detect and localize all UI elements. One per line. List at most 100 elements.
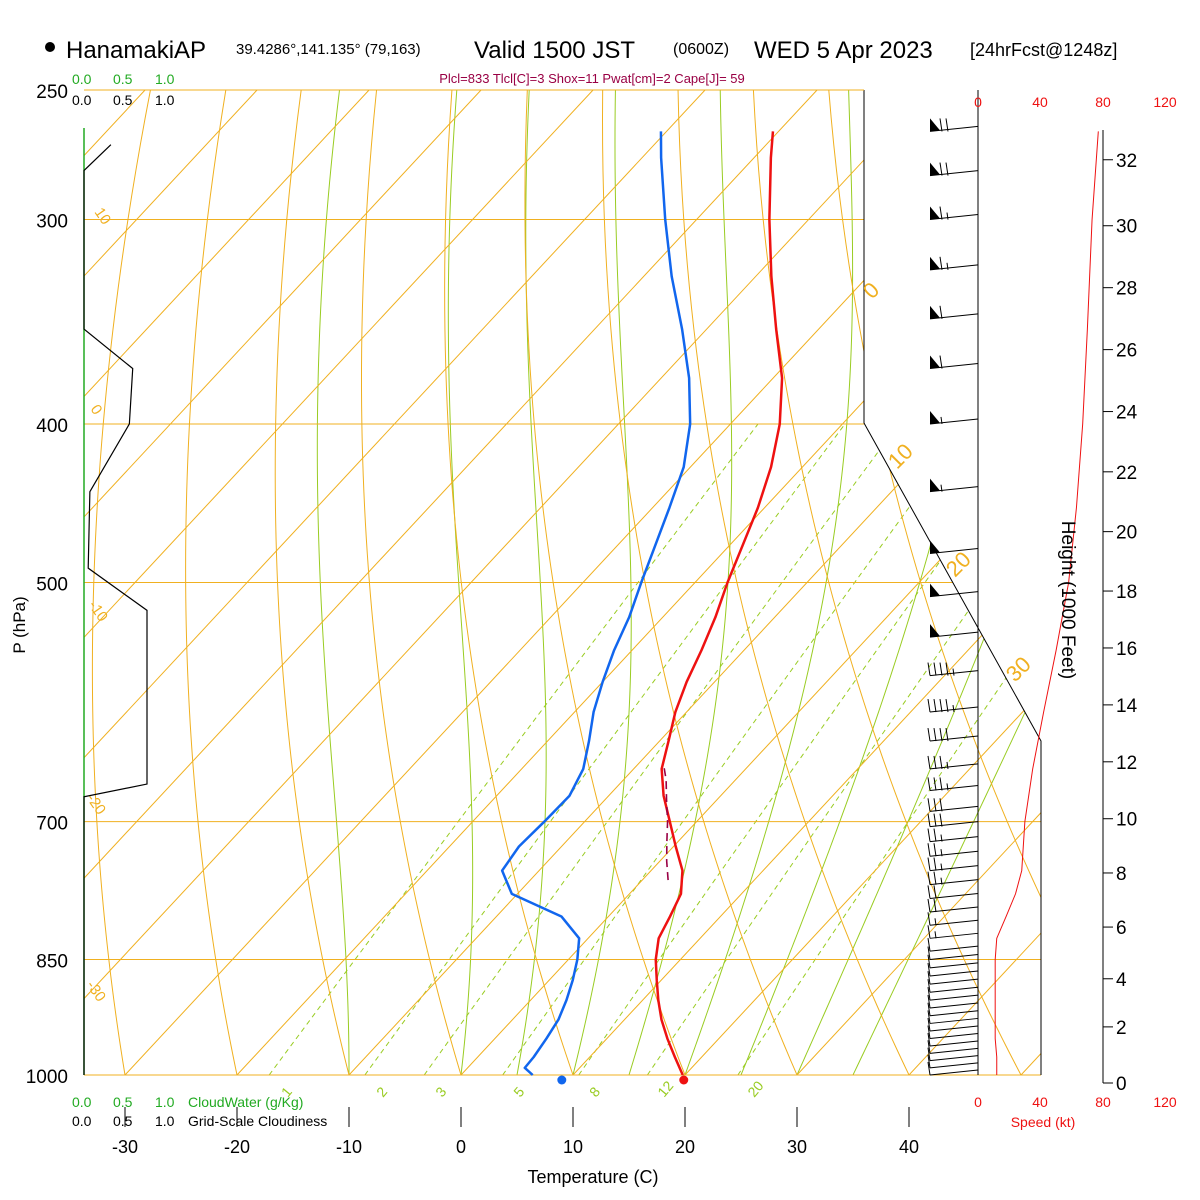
wind-barb bbox=[927, 954, 979, 969]
sounding-profiles bbox=[500, 131, 784, 1085]
x-tick-label: 40 bbox=[899, 1137, 919, 1157]
wind-barb bbox=[927, 962, 979, 977]
dry-adiabat-line bbox=[274, 90, 350, 1075]
wind-barb bbox=[927, 698, 979, 713]
wind-barb-full bbox=[927, 662, 931, 676]
wind-barb-shaft bbox=[929, 821, 979, 828]
moist-adiabat-line bbox=[852, 90, 1041, 1075]
wind-barb-shaft bbox=[929, 1002, 979, 1009]
wind-barb-full bbox=[939, 777, 943, 791]
mixing-ratio-line bbox=[423, 423, 900, 1075]
wind-barb-full bbox=[927, 755, 931, 769]
moist-adiabat-line bbox=[316, 90, 350, 1075]
wind-barb-full bbox=[933, 828, 937, 842]
wind-barb-full bbox=[945, 698, 949, 713]
wind-barb-full bbox=[927, 698, 931, 713]
wind-speed-tick-top: 80 bbox=[1095, 94, 1111, 110]
wind-barb-shaft bbox=[929, 879, 979, 886]
mixing-ratio-line bbox=[737, 423, 1041, 1075]
moist-adiabat-line bbox=[572, 90, 632, 1075]
cloudiness-line bbox=[83, 144, 148, 1075]
wind-barb-full bbox=[939, 256, 943, 270]
height-tick-label: 32 bbox=[1116, 151, 1137, 172]
wind-barb-half bbox=[946, 212, 949, 220]
wind-barb-full bbox=[927, 1032, 931, 1047]
wind-barb bbox=[927, 871, 979, 886]
isotherm-line bbox=[84, 90, 370, 1075]
wind-barb bbox=[929, 256, 979, 271]
wind-barb-shaft bbox=[929, 970, 979, 977]
wind-barb-full bbox=[927, 979, 931, 993]
wind-barb-full bbox=[927, 1002, 931, 1016]
isotherm-line bbox=[684, 90, 1041, 1075]
wind-barb bbox=[927, 1054, 979, 1069]
height-tick-label: 28 bbox=[1116, 279, 1137, 300]
wind-barb-shaft bbox=[929, 1033, 979, 1040]
x-axis-label: Temperature (C) bbox=[527, 1167, 658, 1187]
wind-barb-full bbox=[927, 1017, 931, 1032]
dewpoint-line bbox=[500, 131, 692, 1076]
height-tick-label: 16 bbox=[1116, 639, 1137, 660]
utc-time: (0600Z) bbox=[673, 41, 729, 58]
station-marker-icon bbox=[45, 42, 55, 52]
cloudwater-tick-top: 0.0 bbox=[72, 71, 92, 87]
wind-barb-full bbox=[927, 994, 931, 1009]
wind-barb-pennant bbox=[930, 478, 940, 492]
cloudwater-tick-bottom: 0.0 bbox=[72, 1094, 92, 1110]
wind-barb-full bbox=[927, 813, 931, 827]
dry-adiabat-line bbox=[185, 90, 238, 1075]
wind-barb-pennant bbox=[930, 624, 940, 638]
station-coords: 39.4286°,141.135° (79,163) bbox=[236, 41, 421, 58]
wind-barb bbox=[927, 727, 979, 742]
valid-date: WED 5 Apr 2023 bbox=[754, 37, 933, 64]
wind-barb-full bbox=[927, 1054, 931, 1068]
wind-barb bbox=[927, 857, 979, 872]
wind-barb-half bbox=[934, 931, 937, 939]
x-tick-label: -20 bbox=[224, 1137, 250, 1157]
cloudiness-axis-label: Grid-Scale Cloudiness bbox=[188, 1113, 327, 1129]
wind-barb-shaft bbox=[929, 865, 979, 872]
wind-barb-half bbox=[934, 918, 937, 926]
wind-barb-shaft bbox=[929, 1025, 979, 1032]
wind-speed-axis-label: Speed (kt) bbox=[1011, 1114, 1076, 1130]
height-tick-label: 10 bbox=[1116, 810, 1137, 831]
wind-barb-shaft bbox=[929, 1010, 979, 1017]
wind-barb-full bbox=[927, 885, 931, 899]
temperature-line bbox=[654, 131, 784, 1076]
height-tick-label: 22 bbox=[1116, 463, 1137, 484]
wind-speed-tick-bottom: 80 bbox=[1095, 1094, 1111, 1110]
height-tick-label: 20 bbox=[1116, 523, 1137, 544]
wind-barb-shaft bbox=[929, 763, 979, 770]
wind-barb bbox=[927, 798, 979, 812]
wind-barb-full bbox=[927, 871, 931, 885]
pressure-label: 850 bbox=[36, 952, 68, 973]
wind-barb-full bbox=[933, 871, 937, 885]
wind-barb-half bbox=[940, 849, 943, 857]
wind-barb-shaft bbox=[929, 986, 979, 993]
wind-barb-full bbox=[933, 727, 937, 742]
cloudiness-tick-top: 0.5 bbox=[113, 92, 133, 108]
wind-barb bbox=[927, 777, 979, 791]
wind-barb-shaft bbox=[929, 954, 979, 961]
x-tick-label: -10 bbox=[336, 1137, 362, 1157]
wind-barb bbox=[927, 1032, 979, 1047]
wind-barb bbox=[927, 813, 979, 828]
wind-barb-shaft bbox=[929, 850, 979, 857]
wind-barb-shaft bbox=[929, 932, 979, 939]
forecast-info: [24hrFcst@1248z] bbox=[970, 40, 1117, 60]
wind-barb-pennant bbox=[930, 355, 940, 369]
wind-barb bbox=[927, 1040, 979, 1054]
wind-barb-full bbox=[939, 698, 943, 713]
isotherm-line bbox=[796, 90, 1041, 1075]
wind-barb-half bbox=[952, 704, 955, 713]
wind-barb bbox=[929, 206, 979, 221]
wind-barb-shaft bbox=[929, 836, 979, 843]
wind-barb-half bbox=[946, 783, 949, 791]
moist-adiabat-line bbox=[684, 90, 854, 1075]
wind-barb bbox=[929, 478, 979, 493]
station-name: HanamakiAP bbox=[66, 37, 206, 64]
wind-barb-full bbox=[939, 727, 943, 742]
wind-barb bbox=[927, 971, 979, 985]
